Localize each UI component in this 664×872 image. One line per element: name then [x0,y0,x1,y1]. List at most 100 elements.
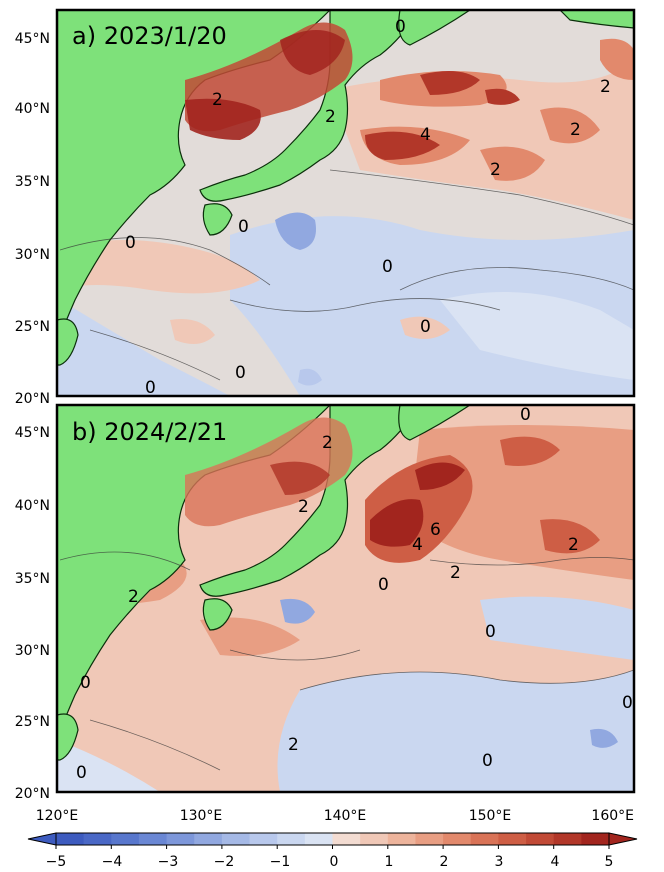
contour-label: 2 [288,735,299,755]
contour-label: 2 [325,107,336,127]
lat-ticks-a: 45°N 40°N 35°N 30°N 25°N 20°N [15,31,50,407]
lat-tick: 40°N [15,101,50,117]
colorbar-extend-high [608,832,638,846]
contour-label: 0 [382,257,393,277]
lon-tick: 160°E [591,808,634,824]
colorbar-segment [443,833,472,845]
colorbar-tick: −3 [158,854,179,870]
lat-tick: 45°N [15,31,50,47]
colorbar [27,832,638,849]
contour-label: 4 [420,125,431,145]
colorbar-segment [304,833,333,845]
lat-tick: 35°N [15,571,50,587]
colorbar-ticks: −5 −4 −3 −2 −1 0 1 2 3 4 5 [46,854,614,870]
contour-label: 0 [520,405,531,425]
contour-label: 2 [298,497,309,517]
lon-tick: 150°E [469,808,512,824]
map-panel-b: 2 2 2 2 2 4 6 0 0 0 0 0 2 0 0 b) 2024/2/… [15,403,636,802]
colorbar-tick: −4 [102,854,123,870]
contour-label: 6 [430,520,441,540]
panel-b-title: b) 2024/2/21 [72,418,227,446]
colorbar-tick: 4 [551,854,560,870]
map-frame-a [55,8,636,398]
colorbar-tick: −1 [270,854,291,870]
colorbar-segment [581,833,610,845]
contour-label: 0 [378,575,389,595]
colorbar-segment [111,833,140,845]
lon-tick: 140°E [324,808,367,824]
lon-ticks: 120°E 130°E 140°E 150°E 160°E [36,808,634,824]
lat-tick: 40°N [15,498,50,514]
contour-label: 2 [212,90,223,110]
colorbar-tick: −2 [214,854,235,870]
colorbar-segment [526,833,555,845]
contour-label: 2 [568,535,579,555]
contour-label: 2 [600,77,611,97]
colorbar-segment [277,833,306,845]
contour-lines [59,169,634,381]
land-masses [57,10,634,366]
panel-a-title: a) 2023/1/20 [72,22,227,50]
colorbar-segment [194,833,223,845]
contour-label: 2 [490,160,501,180]
colorbar-tick: 5 [605,854,614,870]
panel-b-stronger-land-shading [185,417,353,527]
contour-label: 0 [145,378,156,398]
colorbar-segment [415,833,444,845]
contour-label: 0 [238,217,249,237]
contour-label: 0 [125,233,136,253]
colorbar-segment [138,833,167,845]
contour-label: 2 [450,563,461,583]
colorbar-tick: 2 [440,854,449,870]
contour-label: 2 [322,433,333,453]
colorbar-tick: 1 [385,854,394,870]
colorbar-segment [360,833,389,845]
contour-label: 0 [420,317,431,337]
panel-a-stronger-land-shading [185,22,353,140]
colorbar-segment [387,833,416,845]
contour-label: 0 [622,693,633,713]
colorbar-tick: −5 [46,854,67,870]
contour-lines [59,551,634,771]
contour-label: 2 [128,587,139,607]
contour-label: 0 [76,763,87,783]
colorbar-segment [56,833,85,845]
colorbar-segment [83,833,112,845]
contour-label: 0 [80,673,91,693]
lat-tick: 25°N [15,714,50,730]
colorbar-segment [553,833,582,845]
colorbar-extend-low [27,832,57,846]
lat-tick: 30°N [15,247,50,263]
lat-tick: 25°N [15,319,50,335]
map-frame-b [55,403,636,794]
colorbar-segment [332,833,361,845]
contour-label: 0 [395,17,406,37]
contour-labels-a: 2 2 2 2 2 4 0 0 0 0 0 0 0 [125,17,611,398]
colorbar-segment [249,833,278,845]
lat-tick: 20°N [15,391,50,407]
contour-labels-b: 2 2 2 2 2 4 6 0 0 0 0 0 2 0 0 [76,405,633,783]
contour-label: 0 [235,363,246,383]
negative-anomaly-regions [57,216,634,396]
colorbar-segment [470,833,499,845]
colorbar-tick: 0 [330,854,339,870]
lon-tick: 120°E [36,808,79,824]
colorbar-tick: 3 [495,854,504,870]
contour-label: 0 [485,622,496,642]
lat-ticks-b: 45°N 40°N 35°N 30°N 25°N 20°N [15,425,50,802]
lat-tick: 45°N [15,425,50,441]
contour-label: 2 [570,120,581,140]
strong-positive-anomaly [365,71,520,160]
peak-positive-anomaly [370,462,465,547]
contour-label: 0 [482,751,493,771]
lat-tick: 20°N [15,786,50,802]
contour-label: 4 [412,535,423,555]
lon-tick: 130°E [180,808,223,824]
negative-anomaly-regions [57,486,634,792]
map-panel-a: 2 2 2 2 2 4 0 0 0 0 0 0 0 a) 2023/1/20 4… [15,8,636,407]
colorbar-segment [221,833,250,845]
colorbar-segment [498,833,527,845]
colorbar-segment [166,833,195,845]
lat-tick: 30°N [15,643,50,659]
